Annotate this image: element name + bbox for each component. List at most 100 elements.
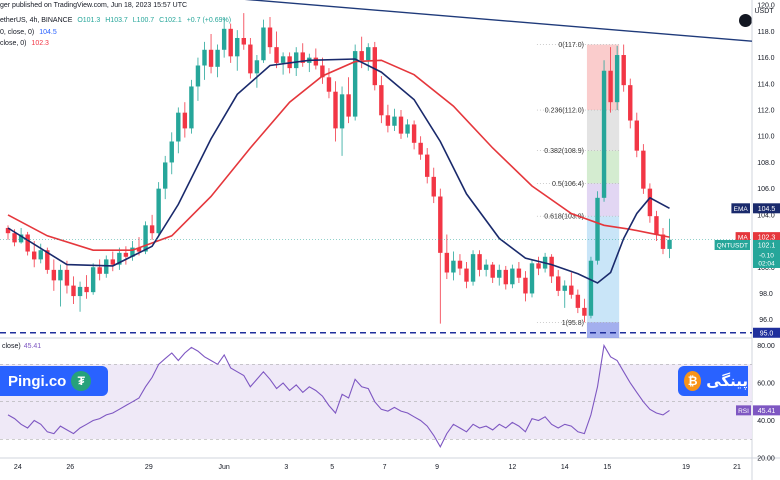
candle-body bbox=[215, 49, 220, 67]
candle-body bbox=[235, 37, 240, 57]
candle-body bbox=[641, 150, 646, 189]
rsi-tick-label: 60.00 bbox=[757, 381, 775, 388]
time-tick-label: 15 bbox=[603, 464, 611, 471]
axis-label-tag bbox=[735, 232, 750, 243]
open-value: O101.3 bbox=[77, 17, 101, 24]
candle-body bbox=[261, 27, 266, 61]
candle-body bbox=[477, 254, 482, 270]
candle-body bbox=[195, 65, 201, 87]
candle-body bbox=[359, 51, 364, 61]
time-tick-label: 12 bbox=[508, 464, 516, 471]
candle-body bbox=[123, 252, 129, 257]
candle-body bbox=[38, 250, 43, 260]
axis-label-text: QNTUSDT bbox=[717, 242, 748, 249]
axis-value-text: 102.3 bbox=[758, 235, 776, 242]
candle-body bbox=[438, 196, 443, 253]
candle-body bbox=[569, 285, 574, 295]
axis-value-text: 104.5 bbox=[758, 206, 776, 213]
fib-level-label: 0.618(103.9) bbox=[544, 214, 584, 221]
candle-body bbox=[221, 28, 227, 50]
candle-body bbox=[169, 141, 174, 163]
price-tick-label: 112.0 bbox=[758, 108, 775, 115]
candle-body bbox=[90, 267, 96, 293]
candle-body bbox=[398, 116, 404, 134]
tether-icon: ₮ bbox=[71, 371, 92, 391]
axis-label-tag bbox=[714, 239, 750, 250]
change-value: +0.7 (+0.69%) bbox=[186, 17, 232, 24]
candle-body bbox=[660, 234, 666, 249]
candle-body bbox=[634, 120, 639, 151]
candle-body bbox=[274, 47, 279, 63]
price-tick-label: 118.0 bbox=[758, 29, 775, 36]
time-tick-label: 24 bbox=[14, 464, 22, 471]
rsi-legend-label: close) bbox=[2, 343, 21, 350]
candle-body bbox=[202, 49, 207, 66]
candle-body bbox=[280, 56, 286, 63]
ema-legend-label: 0, close, 0) bbox=[0, 29, 35, 36]
ma-legend: close, 0) 102.3 bbox=[0, 40, 49, 47]
candle-body bbox=[523, 277, 528, 294]
time-tick-label: 7 bbox=[383, 464, 387, 471]
axis-label-text: EMA bbox=[734, 206, 749, 213]
price-tick-label: 100.0 bbox=[757, 265, 775, 272]
time-tick-label: 5 bbox=[330, 464, 334, 471]
rsi-line bbox=[7, 343, 670, 448]
ma-line bbox=[7, 59, 670, 251]
candle-body bbox=[503, 269, 508, 285]
candle-body bbox=[189, 86, 194, 129]
candle-body bbox=[339, 94, 345, 129]
candle-body bbox=[156, 188, 161, 234]
candle-body bbox=[392, 116, 397, 126]
candle-body bbox=[556, 276, 561, 291]
price-tick-label: 106.0 bbox=[757, 186, 775, 193]
candle-body bbox=[267, 27, 273, 48]
candle-body bbox=[529, 263, 535, 294]
brand-right-text: پینگی bbox=[706, 373, 748, 390]
candle-body bbox=[379, 85, 384, 116]
fib-zone-bottom bbox=[586, 322, 620, 338]
candle-body bbox=[326, 77, 332, 92]
candle-body bbox=[12, 233, 17, 243]
candle-body bbox=[228, 28, 233, 57]
time-tick-label: Jun bbox=[219, 464, 230, 471]
candle-body bbox=[405, 124, 410, 134]
axis-value-tag bbox=[753, 203, 780, 214]
candle-body bbox=[601, 70, 607, 198]
candle-body bbox=[51, 269, 57, 281]
price-tick-label: 116.0 bbox=[758, 55, 775, 62]
axis-value-text: 102.1 bbox=[758, 242, 776, 249]
brand-left-text: Pingi.co bbox=[8, 372, 67, 390]
candle-body bbox=[516, 268, 522, 278]
candle-body bbox=[77, 286, 83, 297]
candle-body bbox=[444, 252, 450, 273]
candle-body bbox=[575, 294, 581, 308]
candle-body bbox=[497, 269, 502, 278]
rsi-value-text: 45.41 bbox=[758, 408, 776, 415]
fib-level-label: 0.5(106.4) bbox=[552, 181, 584, 188]
price-tick-label: 108.0 bbox=[757, 160, 775, 167]
candle-body bbox=[470, 254, 476, 282]
time-tick-label: 14 bbox=[561, 464, 569, 471]
ema-line bbox=[7, 58, 670, 284]
candle-body bbox=[25, 234, 30, 252]
rsi-legend: close) 45.41 bbox=[2, 343, 41, 350]
ema-legend-value: 104.5 bbox=[39, 29, 57, 36]
candle-body bbox=[621, 55, 626, 86]
axis-value-tag bbox=[753, 239, 780, 250]
candle-body bbox=[431, 176, 436, 197]
time-tick-label: 29 bbox=[145, 464, 153, 471]
time-tick-label: 9 bbox=[435, 464, 439, 471]
ohlc-line: etherUS, 4h, BINANCE O101.3 H103.7 L100.… bbox=[0, 17, 231, 24]
price-tick-label: 96.0 bbox=[759, 317, 773, 324]
candle-body bbox=[313, 57, 319, 66]
time-tick-label: 19 bbox=[682, 464, 690, 471]
price-tick-label: 114.0 bbox=[758, 81, 775, 88]
close-value: C102.1 bbox=[159, 17, 182, 24]
rsi-value-tag bbox=[753, 405, 780, 416]
candle-body bbox=[149, 225, 155, 234]
candle-body bbox=[595, 197, 600, 261]
axis-label-tag bbox=[731, 203, 750, 214]
candle-body bbox=[182, 112, 188, 129]
fib-level-label: 1(95.8) bbox=[562, 320, 584, 327]
